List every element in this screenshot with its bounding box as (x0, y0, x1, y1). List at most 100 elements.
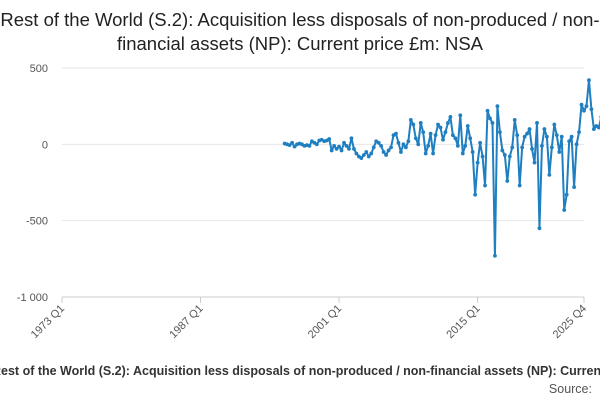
data-point (386, 148, 391, 153)
data-point (426, 143, 431, 148)
data-point (596, 125, 600, 130)
y-tick-label: -1 000 (17, 292, 48, 304)
chart-title: Rest of the World (S.2): Acquisition les… (0, 9, 600, 54)
data-point (399, 150, 403, 154)
data-point (394, 131, 398, 136)
data-point (428, 131, 433, 136)
data-point (381, 150, 386, 154)
data-point (384, 153, 388, 157)
data-point (369, 151, 374, 156)
data-point (436, 122, 440, 127)
data-point (379, 143, 384, 148)
data-point (480, 154, 485, 159)
data-point (431, 151, 435, 156)
data-point (470, 150, 475, 154)
data-point (450, 133, 455, 138)
data-point (552, 122, 557, 127)
data-point (522, 134, 527, 139)
data-point (493, 253, 497, 258)
y-tick-label: 500 (30, 63, 48, 75)
series-layer (282, 78, 600, 258)
data-point (329, 148, 334, 153)
data-point (446, 121, 450, 125)
data-point (532, 160, 537, 165)
data-point (455, 143, 460, 148)
data-point (403, 145, 408, 150)
data-point (401, 142, 406, 147)
data-point (314, 142, 319, 147)
y-tick-label: -500 (26, 216, 48, 228)
data-point (421, 130, 426, 135)
data-point (589, 107, 594, 112)
data-point (517, 183, 522, 188)
x-tick-label: 2001 Q1 (306, 303, 344, 341)
data-point (453, 136, 458, 141)
data-point (510, 145, 515, 150)
data-point (574, 142, 579, 147)
source-label: Source: (548, 382, 592, 396)
data-point (587, 78, 591, 83)
data-point (488, 116, 492, 121)
data-point (376, 140, 381, 145)
data-point (473, 192, 478, 197)
data-point (332, 143, 337, 148)
x-tick-label: 2015 Q1 (444, 303, 482, 341)
footer-series-title: Rest of the World (S.2): Acquisition les… (0, 364, 600, 378)
data-point (441, 137, 445, 142)
data-point (448, 114, 453, 119)
x-tick-label: 2025 Q4 (551, 303, 589, 341)
data-point (592, 127, 596, 131)
data-point (347, 147, 351, 151)
gridlines (62, 67, 584, 298)
data-point (475, 160, 480, 165)
y-tick-label: 0 (42, 139, 48, 151)
data-point (366, 154, 371, 159)
data-point (577, 130, 581, 135)
data-point (443, 130, 448, 135)
data-point (547, 172, 552, 177)
data-point (364, 150, 369, 154)
data-point (559, 134, 564, 139)
data-point (465, 124, 470, 128)
data-point (527, 127, 532, 131)
data-point (540, 143, 544, 148)
data-point (515, 133, 520, 138)
x-axis: 1973 Q1 1987 Q1 2001 Q1 2015 Q1 2025 Q4 (29, 296, 589, 341)
series-line (284, 79, 600, 257)
data-point (349, 136, 354, 141)
data-point (549, 145, 554, 150)
data-point (507, 154, 512, 159)
data-point (307, 143, 312, 148)
data-point (530, 147, 534, 151)
data-point (344, 143, 349, 148)
data-point (433, 133, 438, 138)
data-point (458, 113, 463, 118)
data-point (567, 139, 572, 144)
data-point (334, 147, 339, 151)
data-point (478, 140, 482, 145)
data-point (500, 148, 505, 153)
data-point (411, 122, 416, 127)
data-point (342, 140, 346, 145)
x-tick-label: 1987 Q1 (167, 303, 205, 341)
data-point (406, 139, 411, 144)
data-point (569, 134, 574, 139)
data-point (505, 179, 510, 183)
data-point (490, 121, 495, 125)
x-tick-label: 1973 Q1 (29, 303, 67, 341)
data-point (396, 140, 401, 145)
data-point (292, 144, 297, 149)
data-point (584, 104, 589, 109)
data-point (502, 153, 507, 157)
data-point (520, 145, 525, 150)
data-point (339, 148, 344, 153)
data-point (564, 192, 569, 197)
data-point (537, 226, 542, 231)
data-point (485, 108, 490, 113)
data-point (408, 118, 413, 122)
data-point (463, 143, 468, 148)
data-point (554, 133, 559, 138)
data-point (327, 137, 332, 141)
data-point (544, 134, 549, 139)
